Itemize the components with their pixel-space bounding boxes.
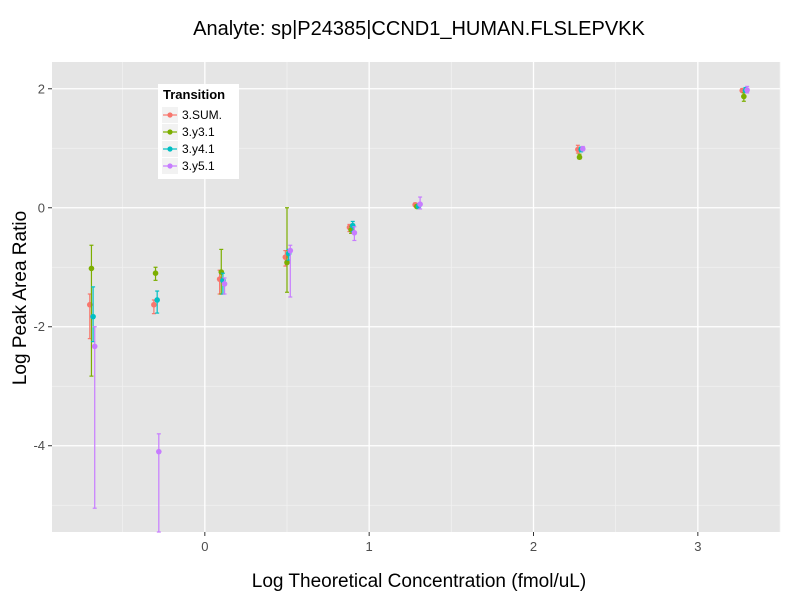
y-tick-label: -4 <box>33 438 45 453</box>
data-point <box>284 259 290 266</box>
legend-label: 3.y3.1 <box>182 125 215 139</box>
data-point <box>741 93 747 100</box>
x-tick-label: 0 <box>201 539 208 554</box>
legend-label: 3.y4.1 <box>182 142 215 156</box>
data-point <box>154 297 160 303</box>
legend-items: 3.SUM. 3.y3.1 3.y4.1 3.y5.1 <box>162 107 222 174</box>
data-point <box>91 343 98 350</box>
legend-key-point <box>167 163 173 169</box>
axis-ticks: 0 1 2 3 -4 -2 0 2 <box>33 81 701 554</box>
grid-major <box>52 62 780 532</box>
legend-label: 3.SUM. <box>182 108 222 122</box>
data-point <box>287 247 294 254</box>
data-point <box>221 281 228 287</box>
legend-key-point <box>167 129 173 135</box>
series-3-y5-1 <box>91 85 750 533</box>
data-point <box>576 154 583 160</box>
x-axis-title: Log Theoretical Concentration (fmol/uL) <box>252 571 586 592</box>
series-layer <box>86 85 750 533</box>
data-point <box>156 448 162 455</box>
data-point <box>417 201 423 207</box>
y-axis-title: Log Peak Area Ratio <box>10 211 31 385</box>
data-point <box>151 301 157 308</box>
legend-title: Transition <box>163 87 225 102</box>
legend-key-point <box>167 112 173 118</box>
legend-key-point <box>167 146 173 152</box>
y-tick-label: -2 <box>33 319 45 334</box>
y-tick-label: 0 <box>38 200 45 215</box>
x-tick-label: 1 <box>366 539 373 554</box>
chart-title: Analyte: sp|P24385|CCND1_HUMAN.FLSLEPVKK <box>193 18 645 40</box>
data-point <box>744 87 750 93</box>
legend-label: 3.y5.1 <box>182 159 215 173</box>
legend: Transition 3.SUM. 3.y3.1 3.y4.1 3.y5.1 <box>158 84 239 179</box>
data-point <box>351 229 358 236</box>
data-point <box>579 146 586 152</box>
y-tick-label: 2 <box>38 81 45 96</box>
series-3-y3-1 <box>88 92 747 377</box>
data-point <box>152 270 159 277</box>
data-point <box>88 265 95 272</box>
x-tick-label: 3 <box>694 539 701 554</box>
x-tick-label: 2 <box>530 539 537 554</box>
data-point <box>90 313 96 320</box>
